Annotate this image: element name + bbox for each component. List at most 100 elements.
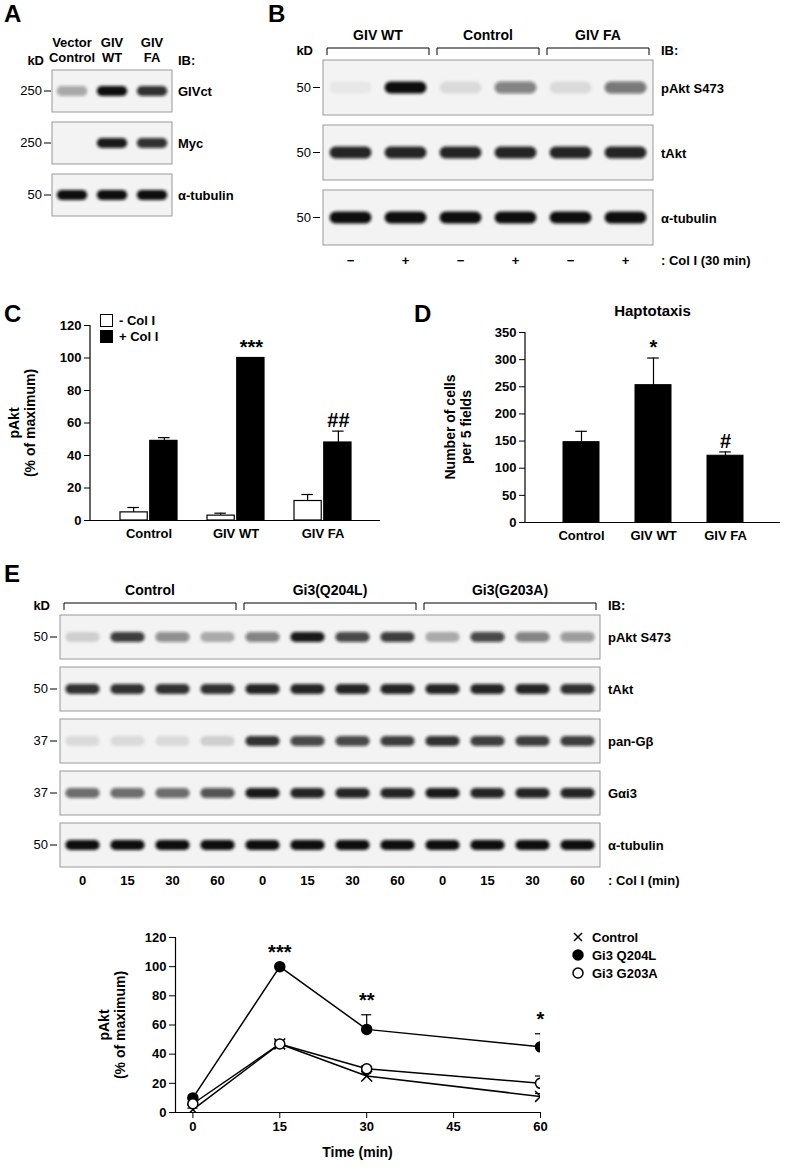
svg-text:30: 30 [359, 1119, 373, 1134]
svg-text:0: 0 [189, 1119, 196, 1134]
svg-text:Control: Control [463, 27, 513, 43]
svg-text:0: 0 [74, 513, 81, 528]
svg-text:45: 45 [446, 1119, 460, 1134]
svg-text:50: 50 [34, 629, 48, 644]
svg-text:GIVct: GIVct [178, 84, 213, 99]
svg-text:GIV: GIV [141, 35, 164, 50]
svg-text:40: 40 [152, 1046, 166, 1061]
svg-text:120: 120 [145, 930, 167, 945]
svg-text:Gi3(G203A): Gi3(G203A) [472, 582, 548, 598]
svg-text:kD: kD [27, 53, 44, 68]
svg-text:300: 300 [495, 352, 517, 367]
svg-text:60: 60 [210, 873, 224, 888]
svg-text:60: 60 [152, 1017, 166, 1032]
svg-text:α-tubulin: α-tubulin [178, 188, 234, 203]
svg-text:50: 50 [297, 80, 311, 95]
svg-text:***: *** [240, 336, 264, 358]
svg-text:100: 100 [145, 959, 167, 974]
svg-text:tAkt: tAkt [661, 146, 687, 161]
svg-text:*: * [537, 1008, 545, 1030]
svg-text:GIV WT: GIV WT [353, 27, 403, 43]
svg-text:GIV: GIV [101, 35, 124, 50]
svg-text:#: # [720, 430, 731, 452]
svg-text:GIV FA: GIV FA [704, 528, 747, 543]
svg-text:200: 200 [495, 406, 517, 421]
svg-text:0: 0 [509, 515, 516, 530]
svg-text:20: 20 [152, 1075, 166, 1090]
svg-text:50: 50 [297, 145, 311, 160]
svg-text:120: 120 [60, 318, 82, 333]
svg-text:*: * [650, 336, 658, 358]
svg-text:GIV FA: GIV FA [575, 27, 621, 43]
svg-text:##: ## [327, 409, 349, 431]
svg-text:50: 50 [297, 210, 311, 225]
svg-text:**: ** [359, 989, 375, 1011]
svg-text:50: 50 [502, 488, 516, 503]
svg-text:FA: FA [144, 50, 161, 65]
svg-text:80: 80 [67, 383, 81, 398]
svg-text:80: 80 [152, 988, 166, 1003]
svg-text:: Col I (min): : Col I (min) [608, 873, 680, 888]
svg-text:0: 0 [439, 873, 446, 888]
svg-text:150: 150 [495, 433, 517, 448]
svg-text:pAkt S473: pAkt S473 [661, 81, 724, 96]
svg-text:tAkt: tAkt [608, 682, 634, 697]
svg-text:50: 50 [34, 837, 48, 852]
svg-text:60: 60 [570, 873, 584, 888]
svg-text:***: *** [268, 941, 292, 963]
svg-text:20: 20 [67, 480, 81, 495]
svg-text:0: 0 [79, 873, 86, 888]
svg-text:40: 40 [67, 448, 81, 463]
svg-text:350: 350 [495, 325, 517, 340]
svg-text:100: 100 [60, 350, 82, 365]
svg-text:−: − [567, 253, 575, 268]
svg-text:30: 30 [525, 873, 539, 888]
svg-text:GIV WT: GIV WT [213, 526, 259, 541]
svg-text:GIV FA: GIV FA [302, 526, 345, 541]
svg-text:−: − [347, 253, 355, 268]
svg-text:37: 37 [34, 733, 48, 748]
svg-text:Gi3(Q204L): Gi3(Q204L) [293, 582, 368, 598]
svg-text:50: 50 [34, 681, 48, 696]
svg-text:kD: kD [33, 598, 50, 613]
svg-text:37: 37 [34, 785, 48, 800]
svg-text:15: 15 [300, 873, 314, 888]
svg-text:250: 250 [20, 83, 42, 98]
svg-text:: Col I (30 min): : Col I (30 min) [661, 253, 751, 268]
svg-text:GIV WT: GIV WT [630, 528, 676, 543]
svg-text:IB:: IB: [608, 598, 625, 613]
svg-text:Control: Control [126, 526, 172, 541]
svg-text:250: 250 [20, 135, 42, 150]
svg-text:Gαi3: Gαi3 [608, 786, 637, 801]
svg-text:15: 15 [273, 1119, 287, 1134]
svg-text:+: + [402, 253, 410, 268]
svg-text:250: 250 [495, 379, 517, 394]
svg-text:pan-Gβ: pan-Gβ [608, 734, 654, 749]
svg-text:0: 0 [159, 1105, 166, 1120]
svg-text:+: + [512, 253, 520, 268]
svg-text:pAkt S473: pAkt S473 [608, 630, 671, 645]
svg-text:+: + [622, 253, 630, 268]
svg-text:100: 100 [495, 460, 517, 475]
svg-text:60: 60 [67, 415, 81, 430]
svg-text:15: 15 [120, 873, 134, 888]
svg-text:60: 60 [390, 873, 404, 888]
svg-text:30: 30 [165, 873, 179, 888]
svg-text:60: 60 [533, 1119, 547, 1134]
svg-text:Myc: Myc [178, 136, 203, 151]
svg-text:Control: Control [49, 50, 95, 65]
svg-text:WT: WT [102, 50, 122, 65]
svg-text:50: 50 [28, 187, 42, 202]
svg-text:IB:: IB: [178, 53, 195, 68]
svg-text:15: 15 [480, 873, 494, 888]
svg-text:IB:: IB: [661, 43, 678, 58]
svg-text:α-tubulin: α-tubulin [608, 838, 664, 853]
svg-text:Control: Control [558, 528, 604, 543]
svg-text:Control: Control [125, 582, 175, 598]
svg-text:kD: kD [296, 43, 313, 58]
svg-text:α-tubulin: α-tubulin [661, 211, 717, 226]
svg-text:−: − [457, 253, 465, 268]
svg-text:Vector: Vector [52, 35, 92, 50]
svg-text:0: 0 [259, 873, 266, 888]
svg-text:30: 30 [345, 873, 359, 888]
